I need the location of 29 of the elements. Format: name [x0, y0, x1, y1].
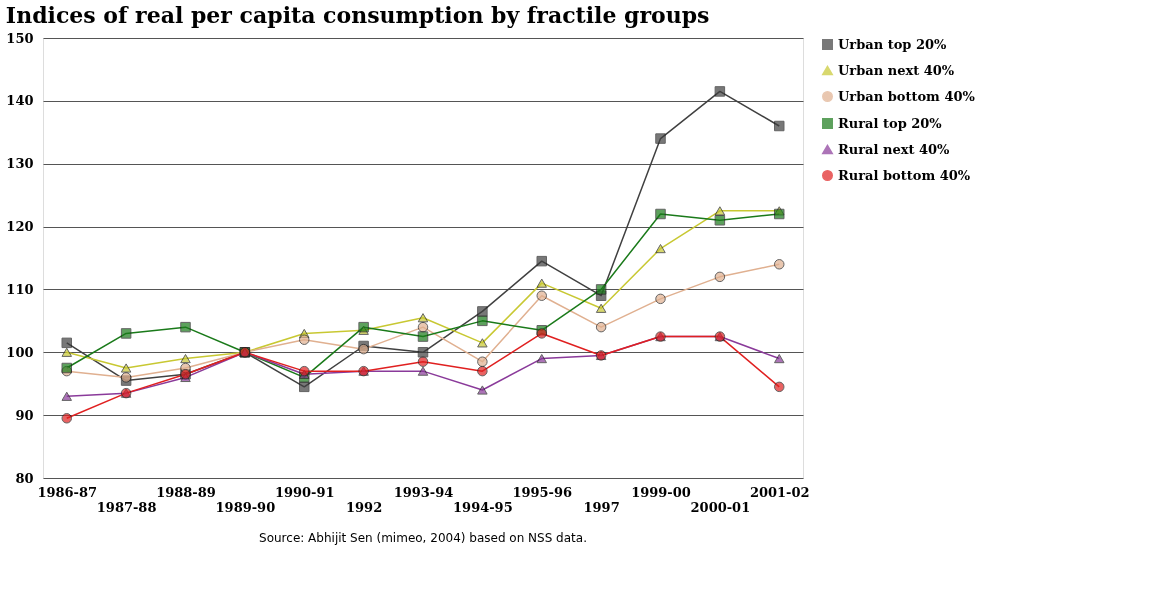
y-tick-label: 100 [6, 344, 34, 360]
x-tick-label: 1994-95 [453, 499, 513, 515]
y-tick-label: 80 [15, 470, 34, 486]
x-tick-label: 1987-88 [96, 499, 157, 515]
x-tick-label: 1988-89 [156, 484, 216, 500]
legend-label: Urban bottom 40% [838, 88, 976, 104]
x-tick-label: 1989-90 [215, 499, 276, 515]
y-tick-label: 120 [6, 219, 34, 235]
legend-label: Urban top 20% [838, 36, 948, 52]
y-tick-label: 150 [6, 30, 34, 46]
legend-label: Rural top 20% [838, 115, 943, 131]
source-note: Source: Abhijit Sen (mimeo, 2004) based on NSS data. [259, 531, 587, 545]
legend-label: Rural next 40% [838, 141, 951, 157]
x-tick-label: 1992 [346, 499, 383, 515]
x-tick-label: 2000-01 [690, 499, 751, 515]
x-tick-label: 2001-02 [749, 484, 810, 500]
x-tick-label: 1997 [583, 499, 620, 515]
x-tick-label: 1999-00 [631, 484, 691, 500]
y-tick-label: 90 [15, 407, 34, 423]
x-tick-label: 1995-96 [512, 484, 573, 500]
legend-label: Urban next 40% [838, 62, 955, 78]
x-tick-label: 1986-87 [37, 484, 98, 500]
y-tick-label: 140 [6, 93, 34, 109]
x-tick-label: 1990-91 [274, 484, 335, 500]
y-tick-label: 110 [6, 281, 34, 297]
chart-title: Indices of real per capita consumption by fractile groups [5, 2, 710, 28]
x-tick-label: 1993-94 [393, 484, 454, 500]
y-tick-label: 130 [6, 156, 34, 172]
legend-label: Rural bottom 40% [838, 167, 971, 183]
